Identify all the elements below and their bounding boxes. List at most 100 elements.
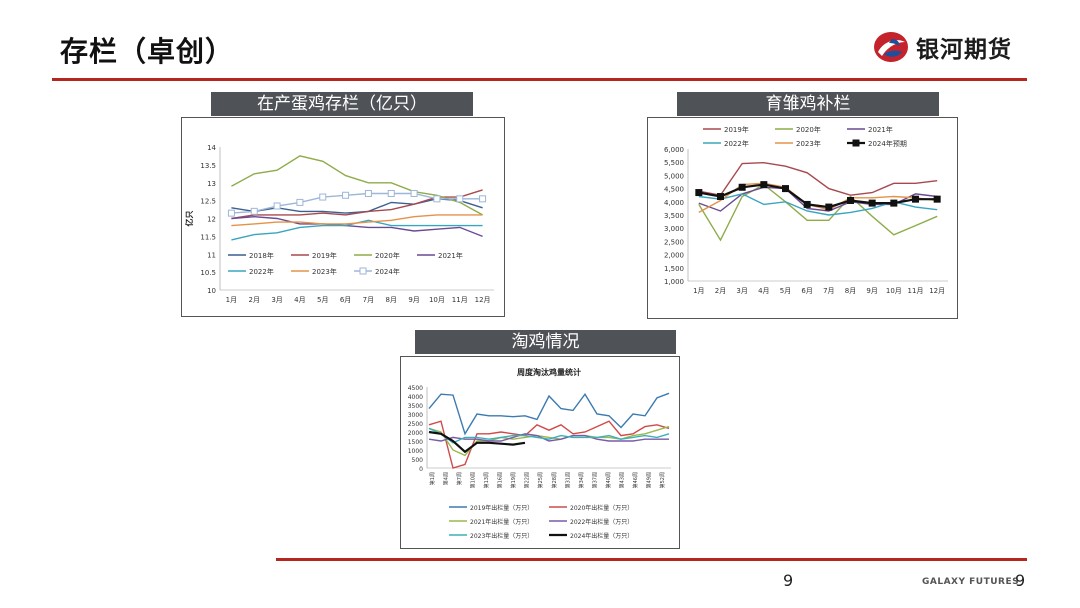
x-tick-label: 第31周 [564, 472, 571, 488]
series-marker [868, 199, 876, 207]
y-tick-label: 5,500 [664, 159, 684, 167]
y-tick-label: 1500 [408, 439, 423, 446]
series-line-2024年预期 [698, 183, 938, 209]
x-tick-label: 第25周 [537, 472, 544, 488]
series-marker [433, 195, 441, 203]
slide-title: 存栏（卓创） [60, 35, 235, 68]
series-marker [364, 189, 372, 197]
series-line-2024年出栏量（万只） [428, 430, 526, 454]
x-tick-label: 第46周 [632, 472, 639, 488]
x-tick-label: 第16周 [497, 472, 504, 488]
series-marker [933, 195, 941, 203]
legend-label: 2021年出栏量（万只） [470, 518, 533, 526]
legend-label: 2023年 [312, 267, 337, 276]
series-line-2024年 [231, 192, 483, 214]
series-marker [825, 203, 833, 211]
legend-label: 2020年 [796, 125, 821, 134]
company-logo: 银河期货 [872, 30, 1012, 64]
legend-label: 2019年 [312, 251, 337, 260]
legend-label: 2023年 [796, 139, 821, 148]
x-tick-label: 第1周 [429, 472, 436, 485]
y-tick-label: 500 [412, 457, 424, 464]
y-tick-label: 10.5 [200, 269, 216, 277]
chart-layers-frame: 10 10.5 11 11.5 12 12.5 13 13.5 14 1月 2月 3月 4月 5月 6月 7月… [181, 117, 505, 317]
x-tick-label: 7月 [823, 287, 834, 295]
series-line-2019年出栏量（万只） [428, 392, 670, 436]
series-line-2021年 [231, 215, 483, 238]
legend-marker [359, 267, 367, 275]
header-divider [52, 78, 1027, 81]
logo-text: 银河期货 [916, 37, 1012, 63]
x-tick-label: 10月 [886, 287, 902, 295]
series-marker [912, 195, 919, 203]
y-tick-label: 5,000 [664, 172, 684, 180]
chart-layers: 10 10.5 11 11.5 12 12.5 13 13.5 14 1月 2月 3月 4月 5月 6月 7月… [184, 144, 494, 304]
series-line-2020年出栏量（万只） [428, 420, 670, 469]
y-tick-label: 2,500 [664, 238, 684, 246]
x-tick-label: 第28周 [551, 472, 558, 488]
series-marker [387, 189, 395, 197]
page-number-center: 9 [783, 571, 794, 590]
x-tick-label: 第49周 [646, 472, 653, 488]
x-tick-label: 11月 [908, 287, 924, 295]
y-tick-label: 1000 [408, 448, 423, 455]
x-tick-label: 2月 [715, 287, 726, 295]
legend-label: 2019年出栏量（万只） [470, 504, 533, 512]
legend-marker [852, 139, 860, 147]
y-tick-label: 12 [207, 216, 216, 224]
chart-title: 周度淘汰鸡量统计 [517, 367, 581, 377]
x-tick-label: 10月 [429, 296, 445, 304]
x-tick-label: 3月 [271, 296, 282, 304]
y-tick-label: 4500 [408, 385, 423, 392]
y-tick-label: 2000 [408, 430, 423, 437]
x-tick-label: 第22周 [524, 472, 531, 488]
y-tick-label: 12.5 [200, 198, 216, 206]
series-marker [847, 196, 854, 204]
panel-title-chicks: 育雏鸡补栏 [677, 92, 939, 116]
x-tick-label: 4月 [294, 296, 305, 304]
panel-title-layers: 在产蛋鸡存栏（亿只） [211, 92, 473, 116]
y-tick-label: 14 [207, 144, 216, 152]
x-tick-label: 3月 [736, 287, 747, 295]
x-tick-label: 7月 [363, 296, 374, 304]
x-tick-label: 6月 [801, 287, 812, 295]
series-line-2019年 [698, 161, 938, 196]
y-tick-label: 4000 [408, 394, 423, 401]
chart-culling: 周度淘汰鸡量统计 0 500 1000 1500 2000 2500 3000 3500 4000… [408, 367, 671, 540]
legend-label: 2023年出栏量（万只） [470, 532, 533, 540]
x-tick-label: 第10周 [469, 472, 476, 488]
x-tick-label: 第13周 [483, 472, 490, 488]
series-marker [250, 207, 258, 215]
x-tick-label: 第40周 [605, 472, 612, 488]
x-tick-label: 第4周 [442, 472, 449, 485]
series-marker [717, 193, 724, 201]
y-tick-label: 1,000 [664, 278, 684, 286]
y-tick-label: 11 [207, 251, 216, 259]
x-tick-label: 第7周 [456, 472, 463, 485]
y-tick-label: 3,500 [664, 212, 684, 220]
series-line-2020年 [231, 155, 483, 216]
x-tick-label: 第19周 [510, 472, 517, 488]
x-tick-label: 12月 [475, 296, 491, 304]
x-tick-label: 5月 [780, 287, 791, 295]
series-marker [296, 198, 304, 206]
series-marker [803, 200, 811, 208]
x-tick-label: 2月 [249, 296, 260, 304]
series-marker [760, 181, 768, 189]
galaxy-logo-icon [874, 32, 908, 62]
x-tick-label: 11月 [452, 296, 468, 304]
y-tick-label: 13 [207, 180, 216, 188]
legend-label: 2022年 [724, 139, 749, 148]
legend-label: 2024年出栏量（万只） [570, 532, 633, 540]
y-tick-label: 0 [419, 466, 423, 473]
x-tick-label: 4月 [758, 287, 769, 295]
x-tick-label: 8月 [845, 287, 856, 295]
series-marker [456, 195, 464, 203]
y-tick-label: 11.5 [200, 233, 216, 241]
y-tick-label: 3,000 [664, 225, 684, 233]
y-tick-label: 13.5 [200, 162, 216, 170]
x-tick-label: 第37周 [591, 472, 598, 488]
x-tick-label: 9月 [408, 296, 419, 304]
legend-label: 2018年 [249, 251, 274, 260]
x-tick-label: 1月 [693, 287, 704, 295]
